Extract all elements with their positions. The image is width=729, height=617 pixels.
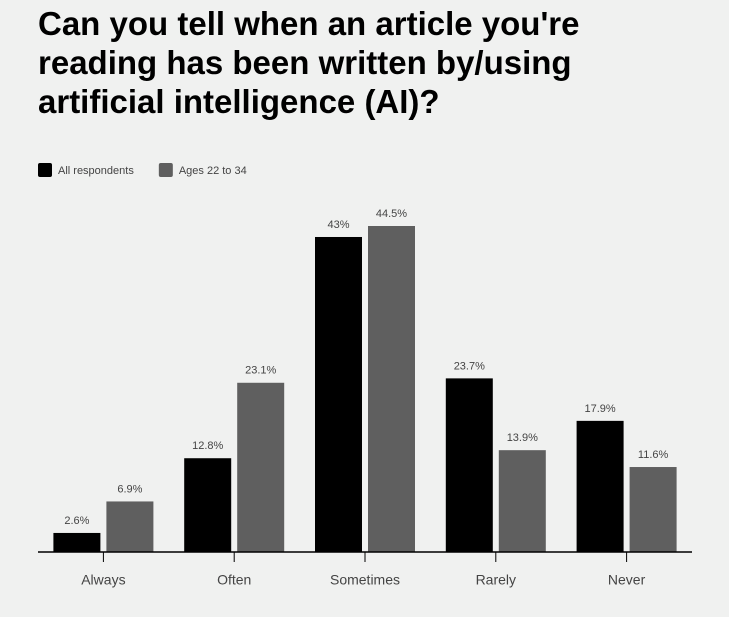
data-label: 23.1%	[245, 365, 276, 377]
legend-label: Ages 22 to 34	[179, 165, 247, 177]
bar	[629, 467, 677, 552]
x-tick-label: Rarely	[476, 572, 516, 588]
bar	[576, 420, 624, 552]
data-label: 44.5%	[376, 208, 407, 220]
bar	[237, 382, 285, 552]
bar	[498, 450, 546, 552]
legend-label: All respondents	[58, 165, 134, 177]
x-tick-label: Always	[81, 572, 125, 588]
data-label: 2.6%	[64, 515, 89, 527]
chart-title: Can you tell when an article you're read…	[38, 5, 580, 120]
data-label: 17.9%	[584, 403, 615, 415]
bar	[445, 378, 493, 552]
legend-swatch	[158, 163, 173, 177]
bar	[106, 501, 154, 552]
bar	[53, 532, 101, 552]
x-tick-label: Never	[608, 572, 646, 588]
bar	[184, 458, 232, 552]
data-label: 13.9%	[507, 432, 538, 444]
bar	[315, 236, 362, 552]
legend-swatch	[38, 163, 52, 177]
x-tick-label: Often	[217, 572, 251, 588]
bar	[368, 226, 415, 552]
data-label: 11.6%	[638, 449, 669, 461]
data-label: 12.8%	[192, 440, 223, 452]
data-label: 6.9%	[117, 483, 142, 495]
data-label: 43%	[327, 219, 349, 231]
x-tick-label: Sometimes	[330, 572, 400, 588]
data-label: 23.7%	[454, 360, 485, 372]
